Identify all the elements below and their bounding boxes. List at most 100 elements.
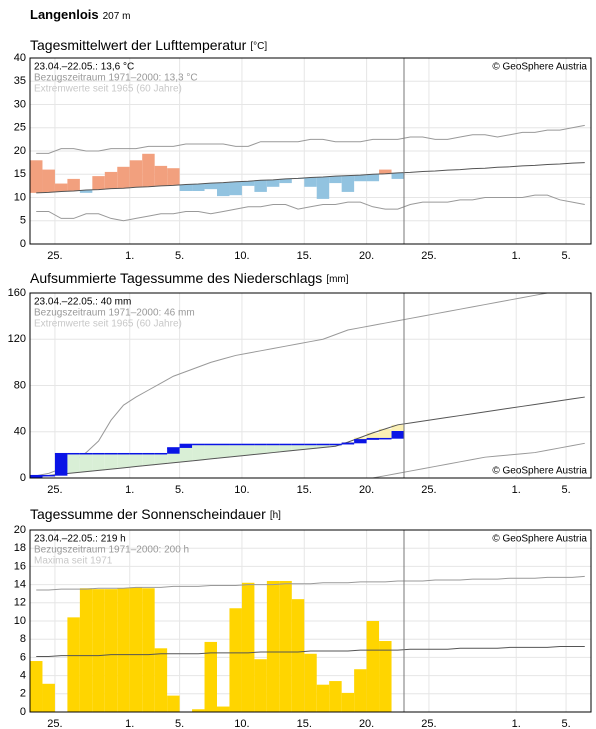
- extreme-min-line: [36, 442, 585, 478]
- credit: © GeoSphere Austria: [492, 466, 587, 477]
- y-tick-label: 14: [14, 579, 26, 591]
- y-tick-label: 80: [14, 379, 26, 391]
- y-tick-label: 12: [14, 597, 26, 609]
- deviation-bar: [30, 160, 43, 193]
- deviation-bar: [391, 172, 404, 179]
- deviation-bar: [42, 169, 55, 193]
- deviation-area: [129, 453, 143, 467]
- x-tick-label: 15.: [297, 250, 312, 262]
- credit: © GeoSphere Austria: [492, 534, 587, 545]
- daily-increment: [354, 439, 367, 444]
- deviation-area: [304, 444, 317, 449]
- x-tick-label: 1.: [125, 718, 134, 729]
- x-tick-label: 25.: [421, 484, 436, 496]
- deviation-bar: [279, 178, 292, 184]
- deviation-bar: [154, 165, 168, 186]
- deviation-bar: [204, 183, 217, 190]
- x-tick-label: 1.: [512, 718, 521, 729]
- deviation-area: [154, 453, 168, 465]
- deviation-bar: [167, 168, 180, 186]
- deviation-bar: [54, 183, 68, 192]
- x-tick-label: 25.: [421, 250, 436, 262]
- chart-title-unit: [°C]: [250, 41, 267, 52]
- bar: [42, 683, 55, 712]
- deviation-area: [329, 444, 342, 447]
- y-tick-label: 0: [20, 472, 26, 484]
- plot-marks: [30, 293, 585, 478]
- bar: [266, 580, 280, 712]
- bar: [354, 669, 367, 712]
- deviation-bar: [354, 175, 367, 182]
- deviation-area: [142, 453, 155, 466]
- deviation-bar: [104, 171, 118, 189]
- x-tick-label: 1.: [512, 484, 521, 496]
- chart-title: Tagesmittelwert der Lufttemperatur [°C]: [30, 37, 267, 53]
- deviation-area: [291, 444, 305, 451]
- summary-note: 23.04.–22.05.: 40 mm: [34, 297, 131, 308]
- x-tick-label: 20.: [359, 718, 374, 729]
- chart-title-unit: [h]: [270, 510, 281, 521]
- deviation-bar: [379, 169, 392, 174]
- deviation-area: [204, 444, 217, 459]
- summary-note: Extremwerte seit 1965 (60 Jahre): [34, 319, 182, 330]
- bar: [279, 580, 292, 712]
- deviation-bar: [329, 176, 342, 184]
- bar: [104, 589, 118, 712]
- y-tick-label: 20: [14, 145, 26, 157]
- deviation-bar: [254, 180, 267, 192]
- deviation-area: [217, 444, 230, 458]
- y-tick-label: 40: [14, 426, 26, 438]
- x-tick-label: 15.: [297, 484, 312, 496]
- deviation-bar: [179, 184, 193, 191]
- bar: [304, 653, 317, 712]
- bar: [129, 587, 143, 712]
- daily-increment: [54, 453, 68, 476]
- x-tick-label: 5.: [561, 484, 570, 496]
- x-tick-label: 5.: [561, 718, 570, 729]
- bar: [366, 621, 380, 712]
- bar: [241, 582, 255, 712]
- chart-title-text: Tagessumme der Sonnenscheindauer: [30, 506, 266, 522]
- deviation-area: [67, 453, 80, 473]
- summary-note: Bezugszeitraum 1971–2000: 13,3 °C: [34, 73, 198, 84]
- summary-note: Maxima seit 1971: [34, 556, 113, 567]
- deviation-bar: [266, 179, 280, 187]
- daily-increment: [30, 475, 43, 478]
- plot-marks: [30, 124, 585, 222]
- x-tick-label: 10.: [234, 484, 249, 496]
- normal-line: [36, 396, 585, 478]
- deviation-area: [366, 432, 380, 439]
- deviation-area: [92, 453, 105, 471]
- bar: [142, 588, 155, 712]
- deviation-bar: [192, 184, 205, 191]
- bar: [291, 599, 305, 712]
- deviation-area: [316, 444, 330, 448]
- deviation-area: [379, 428, 392, 439]
- y-tick-label: 30: [14, 98, 26, 110]
- deviation-area: [229, 444, 242, 457]
- summary-note: 23.04.–22.05.: 13,6 °C: [34, 62, 134, 73]
- y-tick-label: 5: [20, 215, 26, 227]
- y-tick-label: 25: [14, 122, 26, 134]
- deviation-area: [79, 453, 93, 472]
- deviation-bar: [79, 190, 93, 193]
- x-tick-label: 15.: [297, 718, 312, 729]
- y-tick-label: 10: [14, 615, 26, 627]
- y-tick-label: 18: [14, 542, 26, 554]
- deviation-area: [354, 437, 367, 440]
- y-tick-label: 35: [14, 75, 26, 87]
- x-tick-label: 20.: [359, 484, 374, 496]
- x-tick-label: 25.: [421, 718, 436, 729]
- chart-title-unit: [mm]: [326, 274, 348, 285]
- summary-note: 23.04.–22.05.: 219 h: [34, 534, 126, 545]
- y-tick-label: 6: [20, 651, 26, 663]
- x-tick-label: 20.: [359, 250, 374, 262]
- deviation-bar: [304, 177, 317, 187]
- y-tick-label: 0: [20, 706, 26, 718]
- deviation-area: [391, 424, 404, 432]
- bar: [154, 648, 168, 712]
- summary-note: Bezugszeitraum 1971–2000: 200 h: [34, 545, 189, 556]
- x-tick-label: 5.: [175, 484, 184, 496]
- bar: [167, 695, 180, 712]
- summary-note: Bezugszeitraum 1971–2000: 46 mm: [34, 308, 195, 319]
